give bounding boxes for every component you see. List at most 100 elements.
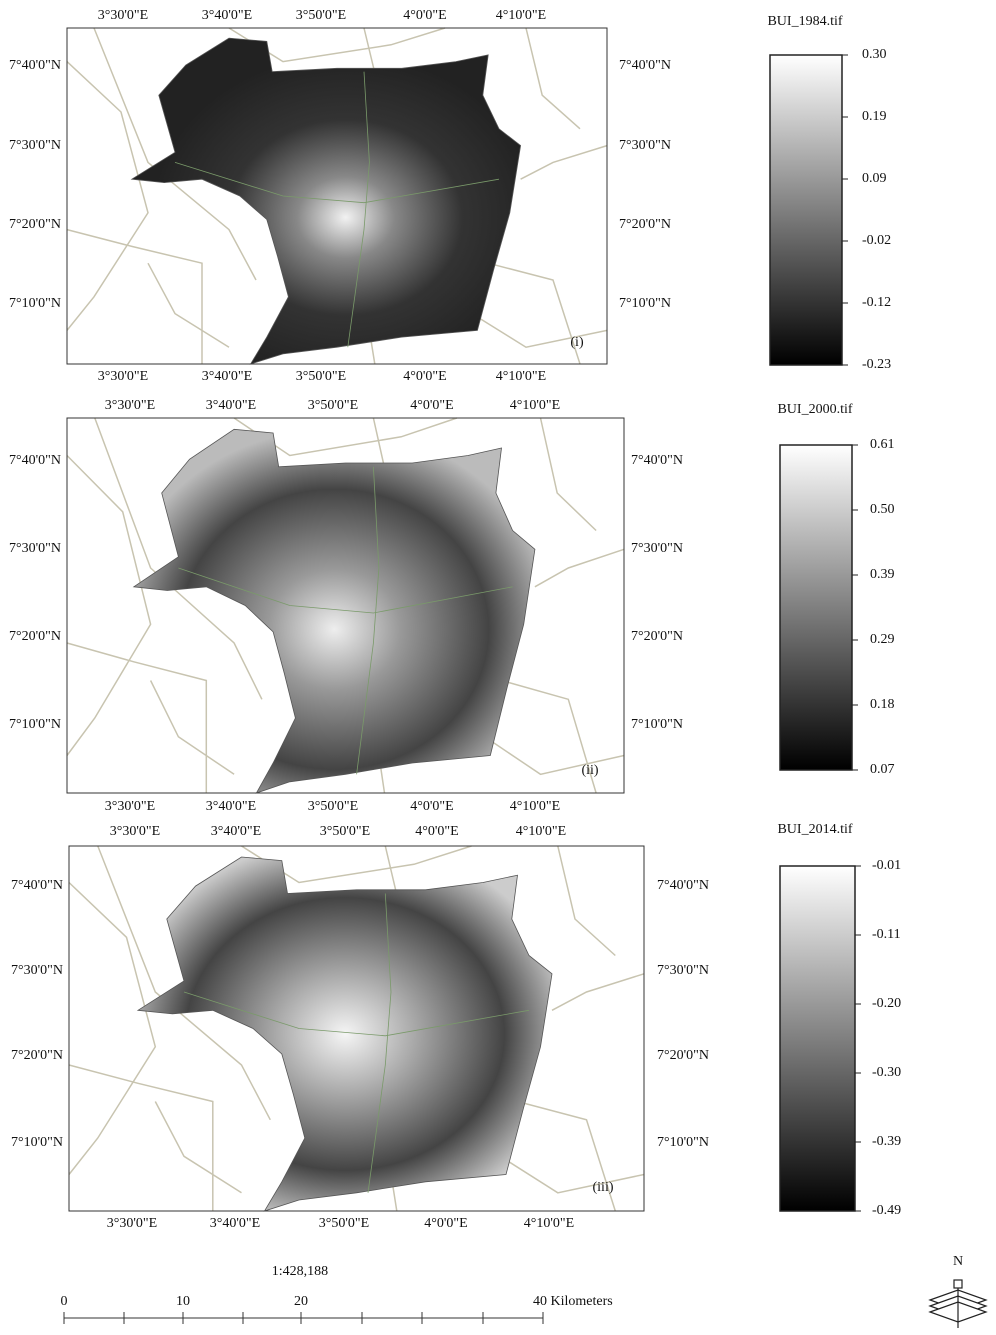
road: [525, 27, 581, 130]
x-coord-label: 3°50'0"E: [296, 8, 346, 23]
y-coord-label: 7°10'0"N: [619, 296, 671, 311]
road: [94, 417, 263, 700]
inner-road: [356, 466, 380, 775]
x-coord-label: 3°50'0"E: [296, 369, 346, 384]
x-coord-label: 4°0'0"E: [415, 824, 458, 839]
x-coord-label: 4°10'0"E: [524, 1216, 574, 1231]
y-coord-label: 7°30'0"N: [9, 541, 61, 556]
scale-label: 40 Kilometers: [533, 1294, 613, 1309]
y-coord-label: 7°20'0"N: [619, 217, 671, 232]
road: [147, 262, 230, 348]
x-coord-label: 3°40'0"E: [202, 8, 252, 23]
legend-tick-label: -0.01: [872, 858, 901, 873]
legend-tick-label: 0.29: [870, 632, 895, 647]
y-coord-label: 7°30'0"N: [11, 963, 63, 978]
x-coord-label: 3°50'0"E: [319, 1216, 369, 1231]
road: [551, 973, 645, 1011]
scale-label: 10: [176, 1294, 190, 1309]
scale-label: 0: [61, 1294, 68, 1309]
color-bar: [779, 865, 856, 1212]
map-frame: [68, 845, 645, 1212]
y-coord-label: 7°20'0"N: [9, 217, 61, 232]
x-coord-label: 3°30'0"E: [98, 8, 148, 23]
x-coord-label: 3°30'0"E: [107, 1216, 157, 1231]
road: [97, 845, 271, 1121]
north-arrow: [928, 1279, 988, 1328]
x-coord-label: 3°40'0"E: [210, 1216, 260, 1231]
y-coord-label: 7°10'0"N: [631, 717, 683, 732]
legend-title: BUI_2000.tif: [777, 402, 852, 417]
legend-tick-label: -0.23: [862, 357, 891, 372]
x-coord-label: 4°0'0"E: [410, 398, 453, 413]
road: [471, 312, 608, 348]
panel-label: (iii): [593, 1180, 614, 1195]
road: [517, 1100, 617, 1212]
y-coord-label: 7°30'0"N: [657, 963, 709, 978]
road: [488, 262, 581, 365]
x-coord-label: 3°40'0"E: [206, 799, 256, 814]
road: [93, 27, 257, 281]
legend-tick-label: 0.30: [862, 47, 887, 62]
legend-tick-label: -0.11: [872, 927, 901, 942]
y-coord-label: 7°40'0"N: [619, 58, 671, 73]
x-coord-label: 3°30'0"E: [105, 398, 155, 413]
legend-tick-label: 0.18: [870, 697, 895, 712]
x-coord-label: 3°30'0"E: [110, 824, 160, 839]
y-coord-label: 7°10'0"N: [9, 296, 61, 311]
x-coord-label: 4°10'0"E: [516, 824, 566, 839]
road: [66, 642, 208, 793]
x-coord-label: 4°0'0"E: [403, 8, 446, 23]
panel-label: (i): [570, 335, 584, 350]
road: [68, 1064, 214, 1211]
color-bar: [779, 444, 853, 771]
y-coord-label: 7°40'0"N: [631, 453, 683, 468]
road: [66, 228, 203, 364]
x-coord-label: 3°40'0"E: [206, 398, 256, 413]
y-coord-label: 7°10'0"N: [657, 1135, 709, 1150]
inner-road: [367, 893, 392, 1193]
y-coord-label: 7°20'0"N: [631, 629, 683, 644]
y-coord-label: 7°40'0"N: [9, 453, 61, 468]
x-coord-label: 4°10'0"E: [510, 398, 560, 413]
road: [66, 61, 149, 331]
road: [499, 1155, 645, 1194]
road: [154, 1101, 242, 1194]
legend-tick-label: 0.09: [862, 171, 887, 186]
road: [66, 454, 152, 756]
x-coord-label: 3°50'0"E: [308, 398, 358, 413]
map-frame: [66, 27, 608, 365]
y-coord-label: 7°30'0"N: [9, 138, 61, 153]
road: [68, 881, 157, 1175]
y-coord-label: 7°40'0"N: [657, 878, 709, 893]
study-area: [130, 37, 522, 365]
panel-label: (ii): [581, 763, 598, 778]
legend-tick-label: -0.30: [872, 1065, 901, 1080]
y-coord-label: 7°20'0"N: [9, 629, 61, 644]
road: [484, 736, 625, 776]
y-coord-label: 7°10'0"N: [11, 1135, 63, 1150]
legend-title: BUI_2014.tif: [777, 822, 852, 837]
study-area: [136, 856, 553, 1212]
legend-tick-label: -0.39: [872, 1134, 901, 1149]
legend-tick-label: 0.61: [870, 437, 895, 452]
map-frame: [66, 417, 625, 794]
x-coord-label: 4°0'0"E: [410, 799, 453, 814]
scale-bar: [63, 1312, 544, 1324]
road: [149, 680, 235, 775]
x-coord-label: 4°10'0"E: [496, 369, 546, 384]
y-coord-label: 7°20'0"N: [657, 1048, 709, 1063]
x-coord-label: 3°40'0"E: [202, 369, 252, 384]
inner-road: [183, 991, 530, 1037]
y-coord-label: 7°30'0"N: [619, 138, 671, 153]
color-bar: [769, 54, 843, 366]
road: [539, 417, 597, 532]
x-coord-label: 4°10'0"E: [496, 8, 546, 23]
inner-road: [347, 71, 370, 348]
x-coord-label: 3°50'0"E: [320, 824, 370, 839]
road: [557, 845, 616, 957]
x-coord-label: 3°50'0"E: [308, 799, 358, 814]
x-coord-label: 4°0'0"E: [403, 369, 446, 384]
legend-tick-label: 0.39: [870, 567, 895, 582]
legend-title: BUI_1984.tif: [767, 14, 842, 29]
